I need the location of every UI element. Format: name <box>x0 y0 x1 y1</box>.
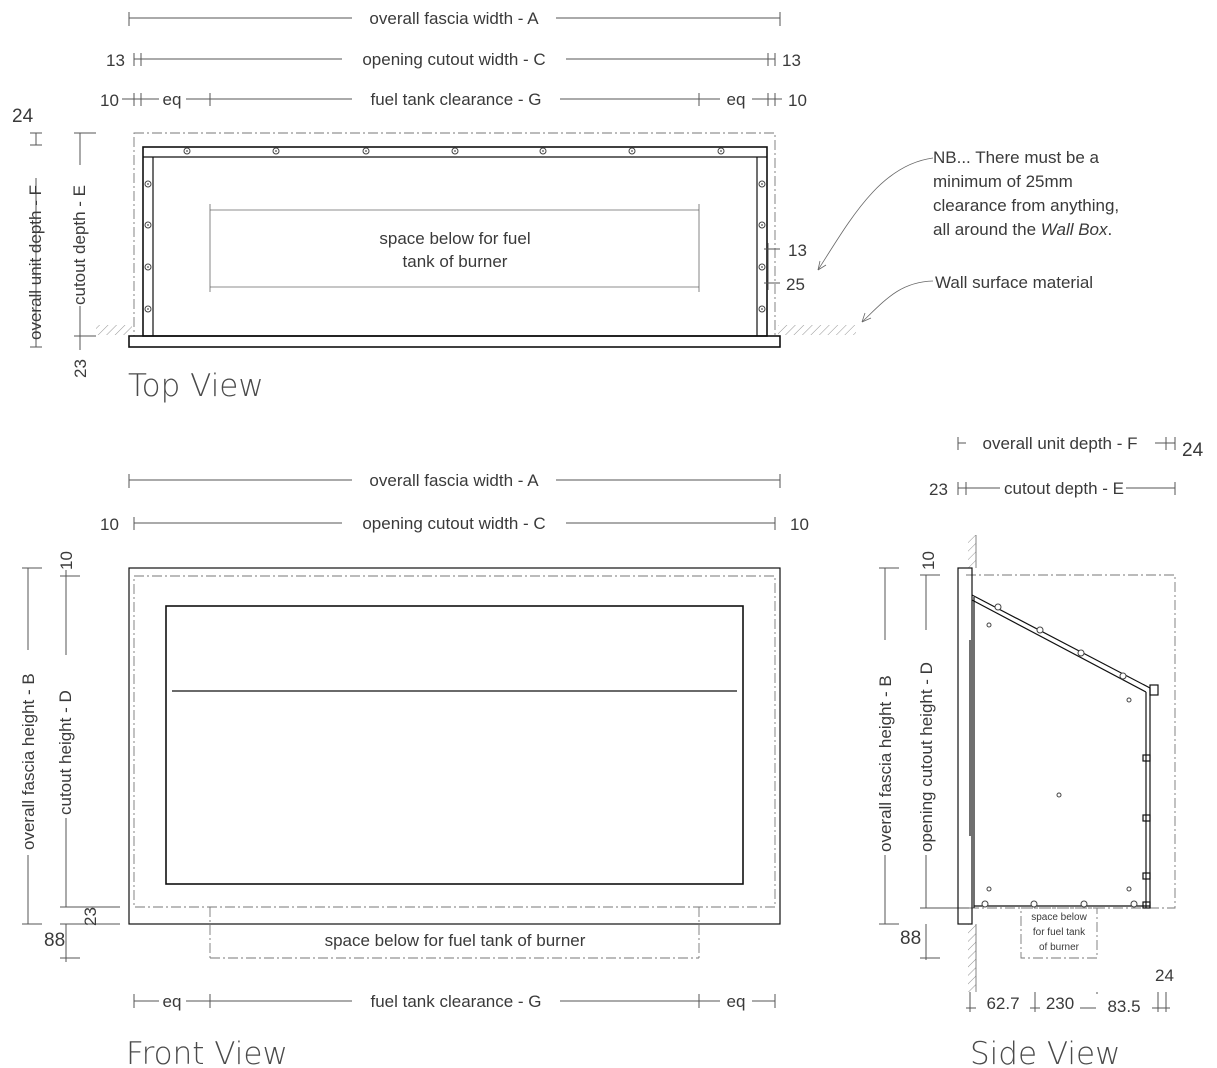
top-view: overall fascia width - A opening cutout … <box>12 9 1119 404</box>
front-dim-88: 88 <box>44 930 65 951</box>
front-eq-left: eq <box>163 992 182 1011</box>
front-dim-fascia-width: overall fascia width - A <box>128 471 781 490</box>
side-view: overall unit depth - F 24 cutout depth -… <box>876 434 1204 1068</box>
side-bottom-dims: 62.7 230 83.5 24 <box>966 966 1174 1016</box>
top-dim-10-right: 10 <box>788 91 807 110</box>
side-dim-24-top: 24 <box>1182 440 1204 461</box>
top-dim-cutout-width: opening cutout width - C 13 13 <box>106 50 801 70</box>
top-fascia-width-label: overall fascia width - A <box>369 9 539 28</box>
top-dim-fascia-width: overall fascia width - A <box>128 9 781 28</box>
side-dim-62-7: 62.7 <box>986 994 1019 1013</box>
front-fascia-width-label: overall fascia width - A <box>369 471 539 490</box>
note-line-4: all around the Wall Box. <box>933 220 1112 239</box>
top-dim-10-left: 10 <box>100 91 119 110</box>
note-line-2: minimum of 25mm <box>933 172 1073 191</box>
side-dim-23: 23 <box>929 480 948 499</box>
front-cutout-outline <box>133 575 776 908</box>
top-dim-23: 23 <box>71 359 90 378</box>
top-fuel-space-label-1: space below for fuel <box>379 229 530 248</box>
side-fascia-height-label: overall fascia height - B <box>876 675 895 852</box>
front-fascia <box>128 567 781 925</box>
top-bolts <box>144 147 766 313</box>
side-view-title: Side View <box>970 1036 1120 1068</box>
front-cutout-width-label: opening cutout width - C <box>362 514 545 533</box>
side-cutout-outline <box>966 574 1176 909</box>
note-line-1: NB... There must be a <box>933 148 1100 167</box>
top-fuel-space-label-2: tank of burner <box>403 252 508 271</box>
wall-surface-label: Wall surface material <box>935 273 1093 292</box>
front-dim-cutout-width: opening cutout width - C 10 10 <box>100 514 809 534</box>
front-cutout-height-label: cutout height - D <box>56 690 75 815</box>
front-dim-10-left: 10 <box>100 515 119 534</box>
side-dim-10: 10 <box>919 551 938 570</box>
top-unit-depth-label: overall unit depth - F <box>26 185 45 340</box>
top-dim-13: 13 <box>788 241 807 260</box>
side-cutout-depth-label: cutout depth - E <box>1004 479 1124 498</box>
side-fuel-space: space below for fuel tank of burner <box>1020 907 1098 959</box>
front-fascia-height-label: overall fascia height - B <box>19 673 38 850</box>
side-dim-heights: overall fascia height - B opening cutout… <box>876 551 970 960</box>
front-opening <box>165 605 744 885</box>
front-dim-10: 10 <box>57 551 76 570</box>
front-fuel-space-label: space below for fuel tank of burner <box>325 931 586 950</box>
top-dim-fuel-clearance: eq eq fuel tank clearance - G 10 10 <box>100 90 807 110</box>
top-wall-left <box>96 325 132 335</box>
top-eq-left: eq <box>163 90 182 109</box>
top-right-dims: 13 25 <box>764 241 807 294</box>
top-wall-right <box>778 325 856 335</box>
side-dim-24-bottom: 24 <box>1155 966 1174 985</box>
front-view-title: Front View <box>126 1036 288 1068</box>
side-wall-top <box>968 535 976 568</box>
top-fuel-space: space below for fuel tank of burner <box>209 204 700 292</box>
top-cutout-outline <box>133 132 776 337</box>
side-fuel-label-1: space below <box>1031 912 1087 923</box>
top-fascia <box>128 335 781 348</box>
side-wall-bottom <box>968 924 976 992</box>
side-fascia <box>957 567 973 925</box>
top-dim-24: 24 <box>12 106 34 127</box>
clearance-note: NB... There must be a minimum of 25mm cl… <box>817 148 1119 323</box>
side-dim-unit-depth: overall unit depth - F 24 <box>957 434 1204 461</box>
side-unit-depth-label: overall unit depth - F <box>983 434 1138 453</box>
front-fuel-space: space below for fuel tank of burner <box>209 907 700 959</box>
side-dim-cutout-depth: cutout depth - E 23 <box>929 479 1176 499</box>
top-eq-right: eq <box>727 90 746 109</box>
side-dim-83-5: 83.5 <box>1107 997 1140 1016</box>
top-view-title: Top View <box>128 368 264 404</box>
side-fuel-label-2: for fuel tank <box>1033 927 1086 938</box>
side-box-body <box>971 594 1159 909</box>
front-view: overall fascia width - A opening cutout … <box>19 471 809 1068</box>
side-cutout-height-label: opening cutout height - D <box>917 662 936 852</box>
side-dim-230: 230 <box>1046 994 1074 1013</box>
top-fuel-clearance-label: fuel tank clearance - G <box>370 90 541 109</box>
front-eq-right: eq <box>727 992 746 1011</box>
front-dim-fuel-clearance: eq eq fuel tank clearance - G <box>133 992 776 1011</box>
top-dim-13-left: 13 <box>106 51 125 70</box>
top-dim-25: 25 <box>786 275 805 294</box>
side-dim-88: 88 <box>900 928 921 949</box>
front-dim-23: 23 <box>81 907 100 926</box>
top-cutout-width-label: opening cutout width - C <box>362 50 545 69</box>
note-line-3: clearance from anything, <box>933 196 1119 215</box>
front-fuel-clearance-label: fuel tank clearance - G <box>370 992 541 1011</box>
top-dim-depths: 24 overall unit depth - F cutout depth -… <box>12 106 96 378</box>
top-cutout-depth-label: cutout depth - E <box>70 185 89 305</box>
top-dim-13-right: 13 <box>782 51 801 70</box>
front-dim-heights: overall fascia height - B cutout height … <box>19 551 120 962</box>
side-fuel-label-3: of burner <box>1039 942 1080 953</box>
front-dim-10-right: 10 <box>790 515 809 534</box>
